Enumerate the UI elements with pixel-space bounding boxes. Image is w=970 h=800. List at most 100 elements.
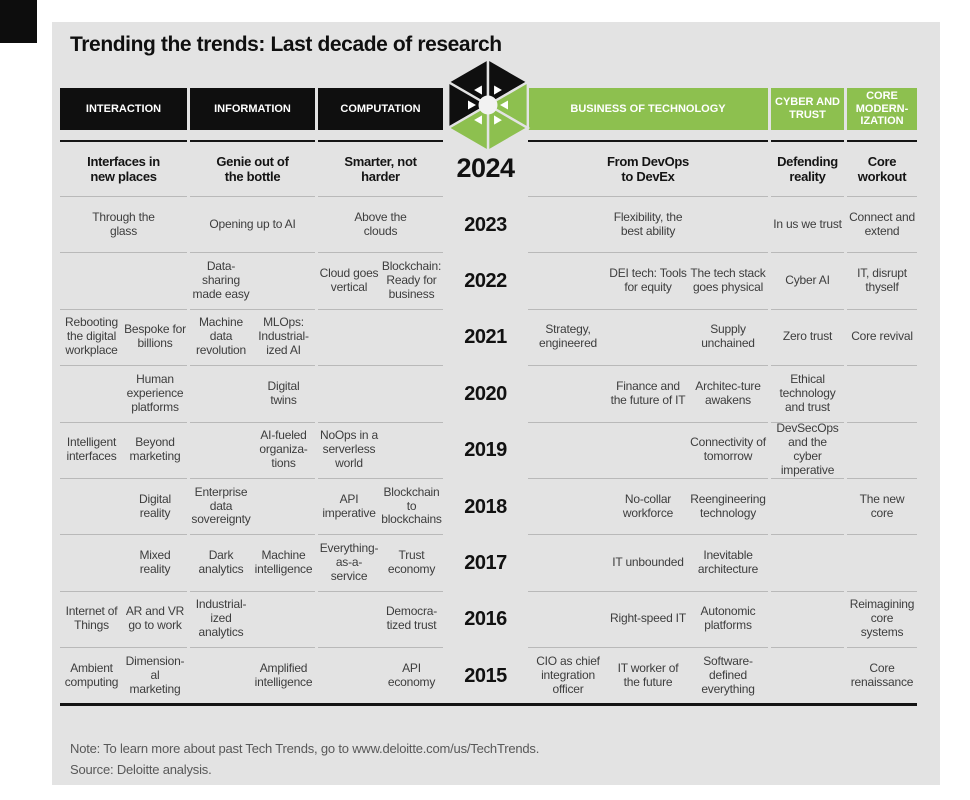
tech-trends-panel: Trending the trends: Last decade of rese… — [52, 22, 940, 785]
cyber-column-cell: DevSecOps and the cyber imperative — [771, 421, 844, 479]
core-column-cell: The new core — [847, 479, 917, 536]
interaction-column-cell: Intelligent interfaces Beyond marketing — [60, 423, 187, 479]
business-column-cell: No-collar workforce Reengineering technol… — [528, 479, 768, 536]
core-column-cell: Core workout — [847, 140, 917, 197]
trend-cell: Core revival — [851, 329, 913, 344]
trend-cell: Amplified intelligence — [254, 661, 313, 690]
trend-cell: Through the glass — [92, 209, 155, 238]
trend-cell: DevSecOps and the cyber imperative — [776, 421, 839, 478]
trend-cell: Right-speed IT — [610, 611, 686, 626]
trend-row-2021: Rebooting the digital workplace Bespoke f… — [60, 310, 917, 367]
business-column-cell: Strategy, engineered Supply unchained — [528, 310, 768, 367]
footnote: Note: To learn more about past Tech Tren… — [70, 741, 540, 756]
trend-cell: Data-sharing made easy — [192, 259, 250, 302]
trend-row-2022: Data-sharing made easy Cloud goes vertica… — [60, 253, 917, 310]
information-column-cell: Data-sharing made easy — [190, 253, 315, 310]
cyber-column-cell — [771, 535, 844, 592]
business-column-cell: IT unbounded Inevitable architecture — [528, 535, 768, 592]
core-column-cell — [847, 366, 917, 423]
trend-row-2016: Internet of Things AR and VR go to work In… — [60, 592, 917, 649]
interaction-column-cell: Digital reality — [60, 479, 187, 536]
trend-cell: Flexibility, the best ability — [613, 209, 683, 238]
trend-cell: Intelligent interfaces — [66, 435, 117, 464]
trend-cell: Supply unchained — [701, 322, 755, 351]
trend-cell: Digital reality — [139, 491, 171, 520]
cyber-column-cell — [771, 479, 844, 536]
trend-cell: NoOps in a serverless world — [319, 428, 379, 471]
trend-cell: Core workout — [857, 153, 907, 184]
interaction-column-cell: Through the glass — [60, 197, 187, 254]
trend-cell: Machine data revolution — [195, 315, 247, 358]
trend-cell: Reengineering technology — [690, 491, 766, 520]
trend-cell: IT worker of the future — [617, 661, 679, 690]
column-header-interaction: INTERACTION — [60, 88, 187, 130]
trend-row-2024: Interfaces in new places Genie out of the… — [60, 140, 917, 197]
trend-cell: No-collar workforce — [622, 491, 674, 520]
computation-column-cell: API economy — [318, 648, 443, 704]
trend-cell: Reimagining core systems — [849, 597, 915, 640]
business-column-cell: Right-speed IT Autonomic platforms — [528, 592, 768, 649]
trend-cell: IT, disrupt thyself — [857, 266, 907, 295]
trend-cell: Ambient computing — [64, 661, 119, 690]
trend-cell: Bespoke for billions — [124, 322, 186, 351]
computation-column-cell — [318, 310, 443, 367]
source-line: Source: Deloitte analysis. — [70, 762, 212, 777]
trends-table: Interfaces in new places Genie out of the… — [60, 140, 917, 705]
trend-cell: AI-fueled organiza-tions — [259, 428, 308, 471]
trend-cell: From DevOps to DevEx — [607, 153, 689, 184]
core-column-cell: Reimagining core systems — [847, 592, 917, 649]
business-column-cell: Finance and the future of IT Architec-tur… — [528, 366, 768, 423]
cyber-column-cell — [771, 592, 844, 649]
trend-cell: Inevitable architecture — [697, 548, 759, 577]
computation-column-cell: Smarter, not harder — [318, 140, 443, 197]
computation-column-cell: Everything-as-a-service Trust economy — [318, 535, 443, 592]
core-column-cell: Core revival — [847, 310, 917, 367]
trend-cell: Zero trust — [782, 329, 833, 344]
cyber-column-cell — [771, 648, 844, 704]
column-header-computation: COMPUTATION — [318, 88, 443, 130]
year-label: 2015 — [464, 664, 507, 687]
trend-cell: Democra-tized trust — [385, 604, 438, 633]
trend-cell: Human experience platforms — [126, 372, 184, 414]
information-column-cell: AI-fueled organiza-tions — [190, 423, 315, 479]
interaction-column-cell: Interfaces in new places — [60, 140, 187, 197]
trend-cell: Dimension-al marketing — [125, 654, 185, 697]
information-column-cell: Enterprise data sovereignty — [190, 479, 315, 536]
trend-cell: Internet of Things — [65, 604, 118, 633]
tech-trends-hexagon-icon — [445, 56, 531, 154]
year-label: 2018 — [464, 495, 507, 518]
trend-cell: MLOps: Industrial-ized AI — [258, 315, 309, 358]
trend-cell: Opening up to AI — [209, 216, 296, 231]
computation-column-cell: Cloud goes vertical Blockchain: Ready for… — [318, 253, 443, 310]
trend-row-2017: Mixed reality Dark analytics Machine intel… — [60, 535, 917, 592]
trend-cell: Interfaces in new places — [87, 153, 160, 184]
column-header-information: INFORMATION — [190, 88, 315, 130]
core-column-cell — [847, 423, 917, 479]
trend-cell: Defending reality — [777, 153, 838, 184]
computation-column-cell: API imperative Blockchain to blockchains — [318, 479, 443, 536]
trend-cell: Dark analytics — [198, 548, 244, 577]
trend-cell: Blockchain: Ready for business — [381, 259, 442, 302]
core-column-cell: IT, disrupt thyself — [847, 253, 917, 310]
trend-cell: DEI tech: Tools for equity — [609, 266, 687, 295]
year-label: 2023 — [464, 213, 507, 236]
trend-cell: AR and VR go to work — [125, 604, 185, 633]
trend-row-2018: Digital reality Enterprise data sovereign… — [60, 479, 917, 536]
computation-column-cell: Above the clouds — [318, 197, 443, 254]
computation-column-cell — [318, 366, 443, 423]
computation-column-cell: Democra-tized trust — [318, 592, 443, 649]
trend-cell: Autonomic platforms — [700, 604, 756, 633]
interaction-column-cell — [60, 253, 187, 310]
business-column-cell: CIO as chief integration officer IT worke… — [528, 648, 768, 704]
cyber-column-cell: Ethical technology and trust — [771, 366, 844, 423]
year-label: 2021 — [464, 326, 507, 349]
trend-cell: Finance and the future of IT — [610, 378, 686, 407]
information-column-cell: Amplified intelligence — [190, 648, 315, 704]
column-header-row: INTERACTION INFORMATION COMPUTATION BUSINES… — [60, 88, 917, 130]
trend-cell: Industrial-ized analytics — [195, 597, 247, 640]
cyber-column-cell: Defending reality — [771, 140, 844, 197]
information-column-cell: Genie out of the bottle — [190, 140, 315, 197]
trend-cell: IT unbounded — [612, 555, 684, 570]
interaction-column-cell: Mixed reality — [60, 535, 187, 592]
